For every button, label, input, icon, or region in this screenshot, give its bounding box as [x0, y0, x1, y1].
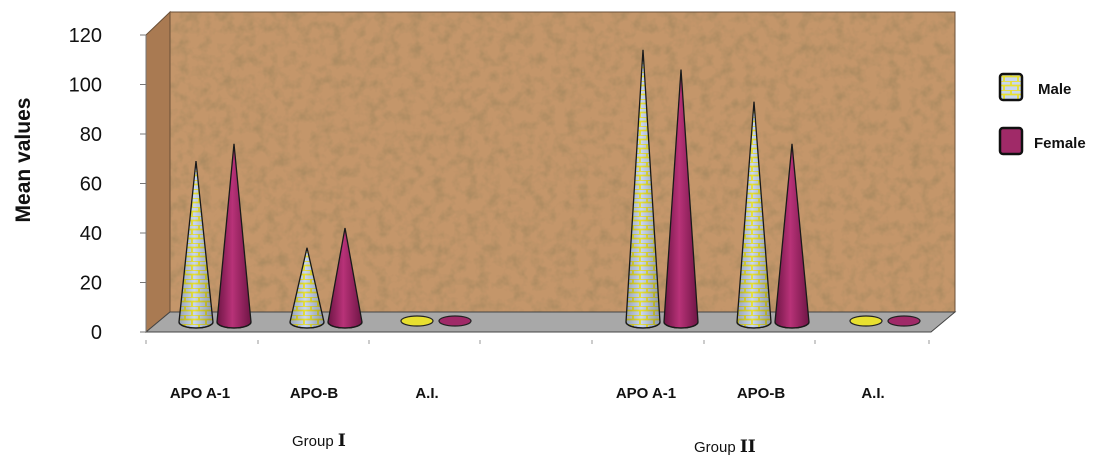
category-label: A.I. — [861, 385, 884, 402]
cone-male — [625, 49, 661, 329]
plot-wall — [169, 11, 956, 313]
plot-floor — [144, 311, 957, 333]
y-tick-label: 100 — [69, 75, 102, 97]
category-label: A.I. — [415, 385, 438, 402]
legend: Male Female — [998, 72, 1086, 156]
cone-female — [216, 143, 252, 329]
cone-base-edge — [625, 321, 661, 329]
category-label: APO A-1 — [616, 385, 676, 402]
legend-label-female: Female — [1034, 135, 1086, 152]
cone-female — [438, 315, 472, 327]
cone-disc — [887, 315, 921, 327]
cone-female — [327, 227, 363, 329]
cone-disc — [438, 315, 472, 327]
cone-male — [736, 101, 772, 329]
cone-base-edge — [178, 321, 214, 329]
cone-base-edge — [289, 321, 325, 329]
y-tick-label: 0 — [91, 322, 102, 344]
cone-shade — [737, 101, 771, 328]
cone-shade — [179, 161, 213, 328]
cone-base-edge — [736, 321, 772, 329]
category-label: APO-B — [290, 385, 339, 402]
legend-item-male: Male — [998, 72, 1071, 102]
y-tick-label: 120 — [69, 25, 102, 47]
cone-male — [400, 315, 434, 327]
legend-swatch-male — [998, 72, 1024, 102]
y-tick-label: 80 — [80, 124, 102, 146]
group-numeral: I — [338, 431, 346, 451]
plot-side-wall — [145, 10, 171, 334]
y-tick-label: 40 — [80, 223, 102, 245]
y-axis-label: Mean values — [12, 98, 35, 223]
cone-female — [663, 69, 699, 329]
legend-item-female: Female — [998, 126, 1086, 156]
group-label: Group I — [292, 431, 346, 451]
cone-male — [178, 161, 214, 329]
cone-female — [887, 315, 921, 327]
cone-shade — [626, 49, 660, 328]
cone-male — [289, 247, 325, 329]
cone-shade — [290, 247, 324, 328]
cone-female — [774, 143, 810, 329]
legend-label-male: Male — [1038, 81, 1071, 98]
cone-disc — [849, 315, 883, 327]
legend-swatch-female — [998, 126, 1024, 156]
y-axis-ticks: 0 20 40 60 80 100 120 — [69, 25, 146, 344]
cone-male — [849, 315, 883, 327]
cone-base-edge — [774, 321, 810, 329]
category-label: APO-B — [737, 385, 786, 402]
cone-base-edge — [327, 321, 363, 329]
group-labels: Group I Group II — [292, 431, 756, 456]
y-tick-label: 20 — [80, 273, 102, 295]
cone-disc — [400, 315, 434, 327]
category-labels: APO A-1 APO-B A.I. APO A-1 APO-B A.I. — [145, 340, 930, 402]
group-label: Group II — [694, 437, 756, 456]
group-numeral: II — [740, 437, 756, 456]
category-label: APO A-1 — [170, 385, 230, 402]
y-tick-label: 60 — [80, 174, 102, 196]
cones — [178, 49, 921, 329]
cone-base-edge — [216, 321, 252, 329]
cone-base-edge — [663, 321, 699, 329]
